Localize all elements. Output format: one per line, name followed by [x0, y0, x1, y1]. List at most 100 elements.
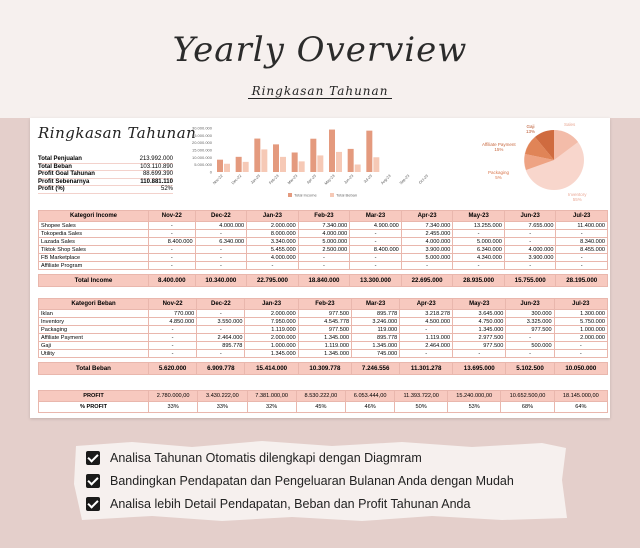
value-cell[interactable]: -	[349, 261, 402, 270]
value-cell[interactable]: -	[349, 253, 402, 262]
value-cell[interactable]: 770.000	[147, 309, 198, 318]
value-cell[interactable]: -	[147, 349, 198, 358]
value-cell[interactable]: -	[505, 349, 555, 358]
value-cell[interactable]: 977.500	[505, 325, 555, 334]
value-cell[interactable]: -	[555, 253, 608, 262]
value-cell[interactable]: -	[553, 349, 609, 358]
value-cell[interactable]: -	[452, 229, 505, 238]
value-cell[interactable]: 500.000	[505, 341, 555, 350]
category-cell[interactable]: Iklan	[38, 309, 149, 318]
value-cell[interactable]: 977.500	[297, 325, 353, 334]
value-cell[interactable]: -	[194, 229, 248, 238]
value-cell[interactable]: 3.645.000	[452, 309, 507, 318]
value-cell[interactable]: -	[503, 261, 557, 270]
value-cell[interactable]: -	[349, 229, 402, 238]
value-cell[interactable]: 8.400.000	[349, 245, 402, 254]
value-cell[interactable]: 3.218.278	[399, 309, 454, 318]
value-cell[interactable]: -	[553, 341, 609, 350]
value-cell[interactable]: -	[196, 309, 246, 318]
value-cell[interactable]: 5.000.000	[400, 253, 454, 262]
value-cell[interactable]: -	[148, 229, 196, 238]
value-cell[interactable]: 6.340.000	[194, 237, 248, 246]
value-cell[interactable]: 3.900.000	[400, 245, 454, 254]
value-cell[interactable]: -	[452, 261, 505, 270]
value-cell[interactable]: -	[148, 253, 196, 262]
value-cell[interactable]: 1.000.000	[553, 325, 609, 334]
value-cell[interactable]: 7.655.000	[503, 221, 557, 230]
value-cell[interactable]: 6.340.000	[452, 245, 505, 254]
value-cell[interactable]: 2.977.500	[452, 333, 507, 342]
value-cell[interactable]: -	[503, 237, 557, 246]
value-cell[interactable]: 2.000.000	[246, 221, 299, 230]
value-cell[interactable]: 1.119.000	[244, 325, 299, 334]
value-cell[interactable]: 4.000.000	[246, 253, 299, 262]
value-cell[interactable]: 4.500.000	[399, 317, 454, 326]
value-cell[interactable]: 2.000.000	[553, 333, 609, 342]
value-cell[interactable]: -	[503, 229, 557, 238]
value-cell[interactable]: 7.340.000	[297, 221, 351, 230]
value-cell[interactable]: 4.850.000	[147, 317, 198, 326]
value-cell[interactable]: 2.464.000	[399, 341, 454, 350]
category-cell[interactable]: Affiliate Program	[38, 261, 149, 270]
value-cell[interactable]: -	[555, 229, 608, 238]
value-cell[interactable]: -	[147, 341, 198, 350]
value-cell[interactable]: 8.340.000	[555, 237, 608, 246]
value-cell[interactable]: 8.400.000	[148, 237, 196, 246]
value-cell[interactable]: -	[452, 349, 507, 358]
value-cell[interactable]: 3.900.000	[503, 253, 557, 262]
value-cell[interactable]: 4.000.000	[194, 221, 248, 230]
category-cell[interactable]: FB Marketplace	[38, 253, 149, 262]
value-cell[interactable]: 1.345.000	[452, 325, 507, 334]
value-cell[interactable]: 1.119.000	[399, 333, 454, 342]
value-cell[interactable]: 1.345.000	[297, 349, 353, 358]
value-cell[interactable]: -	[148, 245, 196, 254]
value-cell[interactable]: 7.340.000	[400, 221, 454, 230]
value-cell[interactable]: -	[555, 261, 608, 270]
value-cell[interactable]: -	[196, 349, 246, 358]
category-cell[interactable]: Tokopedia Sales	[38, 229, 149, 238]
value-cell[interactable]: 4.545.778	[297, 317, 353, 326]
value-cell[interactable]: 7.950.000	[244, 317, 299, 326]
category-cell[interactable]: Inventory	[38, 317, 149, 326]
value-cell[interactable]: -	[148, 221, 196, 230]
value-cell[interactable]: 1.000.000	[244, 341, 299, 350]
category-cell[interactable]: Affiliate Payment	[38, 333, 149, 342]
category-cell[interactable]: Packaging	[38, 325, 149, 334]
value-cell[interactable]: 3.325.000	[505, 317, 555, 326]
category-cell[interactable]: Tiktok Shop Sales	[38, 245, 149, 254]
value-cell[interactable]: 895.778	[351, 309, 401, 318]
value-cell[interactable]: 1.345.000	[297, 333, 353, 342]
value-cell[interactable]: 2.464.000	[196, 333, 246, 342]
value-cell[interactable]: -	[349, 237, 402, 246]
value-cell[interactable]: 895.778	[351, 333, 401, 342]
value-cell[interactable]: -	[400, 261, 454, 270]
value-cell[interactable]: -	[297, 261, 351, 270]
category-cell[interactable]: Gaji	[38, 341, 149, 350]
value-cell[interactable]: 5.750.000	[553, 317, 609, 326]
value-cell[interactable]: 2.455.000	[400, 229, 454, 238]
value-cell[interactable]: -	[194, 245, 248, 254]
value-cell[interactable]: 11.400.000	[555, 221, 608, 230]
value-cell[interactable]: 300.000	[505, 309, 555, 318]
value-cell[interactable]: 745.000	[351, 349, 401, 358]
value-cell[interactable]: -	[147, 333, 198, 342]
value-cell[interactable]: -	[505, 333, 555, 342]
value-cell[interactable]: 977.500	[297, 309, 353, 318]
value-cell[interactable]: 3.550.000	[196, 317, 246, 326]
value-cell[interactable]: 2.000.000	[244, 309, 299, 318]
value-cell[interactable]: 8.000.000	[246, 229, 299, 238]
value-cell[interactable]: 977.500	[452, 341, 507, 350]
category-cell[interactable]: Shopee Sales	[38, 221, 149, 230]
value-cell[interactable]: 1.345.000	[351, 341, 401, 350]
value-cell[interactable]: -	[399, 325, 454, 334]
value-cell[interactable]: 8.455.000	[555, 245, 608, 254]
value-cell[interactable]: 1.345.000	[244, 349, 299, 358]
value-cell[interactable]: -	[399, 349, 454, 358]
value-cell[interactable]: -	[246, 261, 299, 270]
value-cell[interactable]: -	[194, 253, 248, 262]
value-cell[interactable]: 13.255.000	[452, 221, 505, 230]
value-cell[interactable]: 5.000.000	[297, 237, 351, 246]
value-cell[interactable]: -	[147, 325, 198, 334]
value-cell[interactable]: 4.750.000	[452, 317, 507, 326]
value-cell[interactable]: 5.000.000	[452, 237, 505, 246]
